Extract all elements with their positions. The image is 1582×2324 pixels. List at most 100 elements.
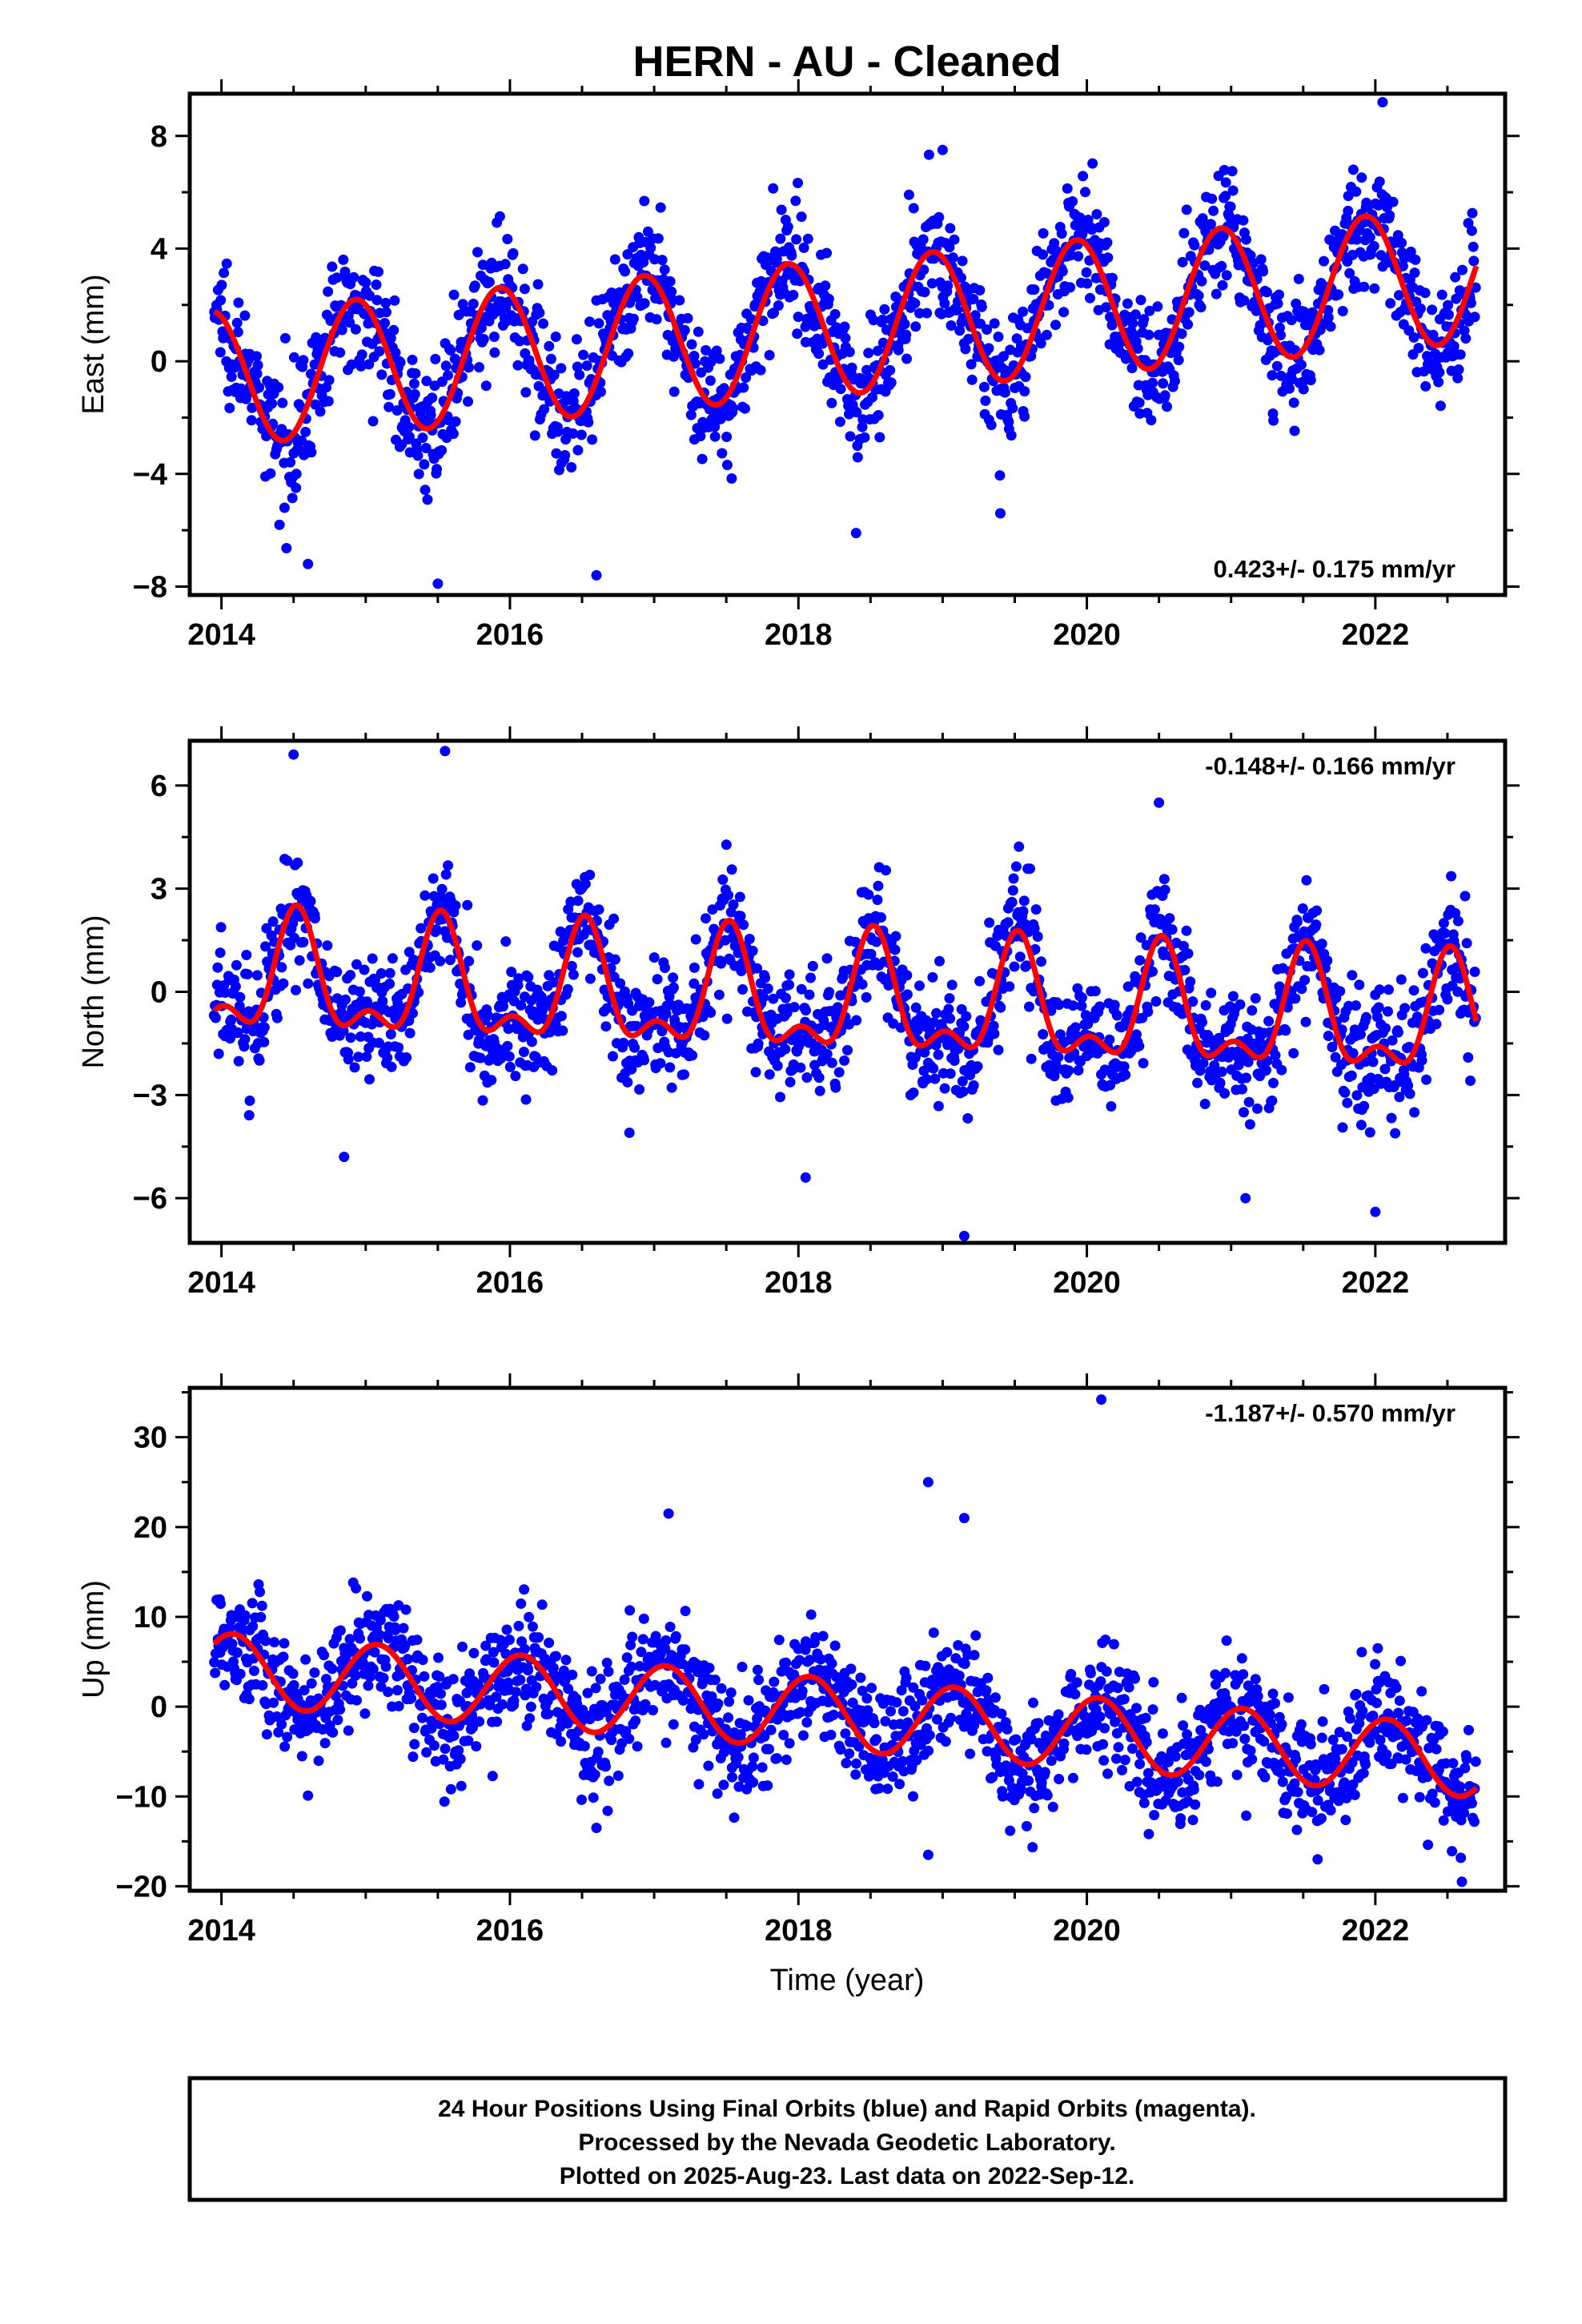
data-point [781,992,791,1003]
data-point [1271,360,1283,372]
data-point [802,233,813,244]
data-point [1343,191,1354,202]
data-point [933,1049,944,1060]
data-point [444,955,456,966]
data-point [336,324,347,336]
data-point [363,359,375,370]
data-point [210,1667,221,1679]
data-point [1433,376,1444,388]
data-point [367,953,378,964]
data-point [589,1769,600,1780]
data-point [255,1586,265,1598]
data-point [313,1755,324,1767]
data-point [219,987,231,998]
data-point [510,1071,521,1082]
data-point [984,917,995,928]
data-point [1469,967,1480,977]
data-point [656,1026,668,1037]
data-point [1347,1047,1359,1059]
data-point [901,1672,912,1683]
data-point [705,1007,717,1018]
data-point [626,1063,637,1075]
data-point [560,450,571,460]
data-point [726,864,737,875]
data-point [743,1695,754,1706]
data-point [968,294,979,304]
data-point [426,1715,437,1727]
data-point [885,377,897,388]
data-point [339,1152,350,1163]
data-point [762,983,773,994]
data-point [792,328,803,340]
data-point [781,1754,792,1765]
data-point [1450,271,1461,283]
data-point [461,1687,472,1699]
data-point [364,1074,375,1085]
data-point [970,1630,982,1641]
data-point [558,1665,569,1676]
data-point [244,1096,255,1106]
data-point [622,249,633,260]
data-point [709,1675,721,1686]
data-point [276,962,287,973]
data-point [940,1736,951,1747]
data-point [345,1032,356,1043]
data-point [504,1634,515,1646]
data-point [556,1011,567,1022]
data-point [219,267,230,279]
data-point [1325,321,1336,332]
data-point [946,320,957,331]
data-point [880,1715,891,1727]
data-point [409,1739,420,1750]
data-point [288,749,299,760]
data-point [1272,298,1283,309]
data-point [636,1647,647,1658]
data-point [1035,338,1046,349]
data-point [1355,1029,1366,1040]
data-point [1421,1074,1431,1085]
data-point [608,913,620,924]
data-point [1451,293,1462,304]
data-point [1351,186,1362,197]
data-point [686,339,697,350]
data-point [1029,1803,1040,1814]
data-point [1443,300,1453,311]
data-point [1091,209,1102,219]
data-point [1420,380,1431,392]
data-point [909,1745,920,1756]
data-point [1379,1063,1391,1075]
data-point [1142,1006,1154,1017]
data-point [934,955,945,967]
data-point [661,1635,672,1646]
data-point [413,468,424,480]
data-point [463,396,473,407]
data-point [215,1598,227,1610]
data-point [1087,158,1098,169]
data-point [265,468,276,479]
data-point [911,1755,922,1766]
data-point [1299,975,1311,986]
data-point [1221,1635,1232,1647]
data-point [1041,329,1052,340]
data-point [291,984,301,995]
data-point [226,1014,237,1025]
data-point [1058,1738,1070,1749]
data-point [727,1771,737,1783]
data-point [417,1712,428,1723]
data-point [215,347,226,358]
data-point [801,1717,813,1728]
data-point [1058,307,1070,318]
data-point [306,368,316,380]
data-point [1187,1815,1199,1826]
data-point [488,1647,499,1658]
data-point [890,931,901,942]
data-point [901,329,912,340]
data-point [914,308,925,319]
data-point [268,1697,279,1708]
data-point [908,203,919,214]
data-point [420,443,432,453]
data-point [1006,430,1017,441]
data-point [748,1752,759,1763]
data-point [1323,312,1334,323]
